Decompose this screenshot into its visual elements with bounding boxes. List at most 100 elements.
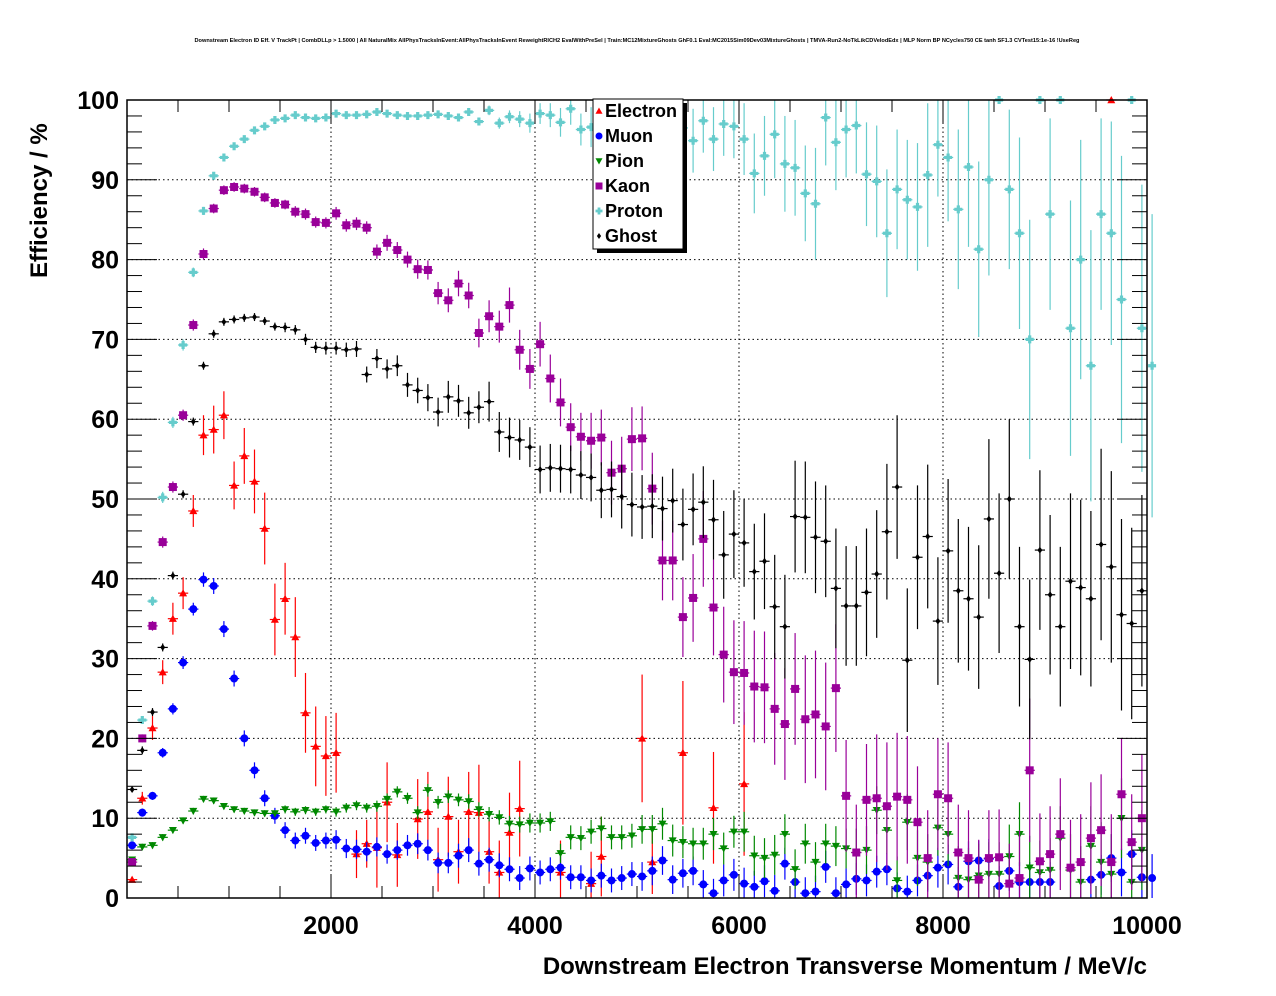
diamond-marker xyxy=(945,547,951,555)
square-marker xyxy=(260,193,269,202)
circle-marker xyxy=(811,887,820,896)
data-point xyxy=(127,833,138,842)
diamond-marker xyxy=(241,314,247,322)
square-marker xyxy=(148,621,157,630)
circle-marker xyxy=(148,791,157,800)
data-point xyxy=(178,409,189,421)
data-point xyxy=(616,464,627,529)
triangle-down-marker xyxy=(515,821,524,829)
square-marker xyxy=(893,792,902,801)
diamond-marker xyxy=(823,537,829,545)
data-point xyxy=(422,111,433,120)
data-point xyxy=(310,834,321,851)
diamond-marker xyxy=(741,539,747,547)
data-point xyxy=(453,384,464,417)
data-point xyxy=(371,800,382,812)
data-point xyxy=(779,814,790,855)
cross-marker xyxy=(301,113,310,122)
cross-marker xyxy=(291,111,300,120)
cross-marker xyxy=(138,716,147,725)
data-point xyxy=(779,574,790,679)
data-point xyxy=(361,110,372,119)
data-point xyxy=(637,674,648,803)
data-point xyxy=(178,817,189,825)
diamond-marker xyxy=(190,418,196,426)
legend-label: Proton xyxy=(605,201,663,221)
data-point xyxy=(841,100,852,178)
data-point xyxy=(249,762,260,779)
cross-marker xyxy=(791,163,800,172)
triangle-up-marker xyxy=(168,614,177,622)
triangle-down-marker xyxy=(576,834,585,843)
data-point xyxy=(810,147,821,260)
data-point xyxy=(565,825,576,850)
circle-marker xyxy=(719,876,728,885)
data-point xyxy=(555,378,566,427)
diamond-marker xyxy=(180,490,186,498)
triangle-down-marker xyxy=(495,814,504,822)
data-point xyxy=(728,620,739,725)
data-point xyxy=(484,381,495,422)
cross-marker xyxy=(393,111,402,120)
data-point xyxy=(973,545,984,689)
data-point xyxy=(524,348,535,389)
square-marker xyxy=(791,684,800,693)
cross-marker xyxy=(260,122,269,131)
data-point xyxy=(259,790,270,807)
triangle-down-marker xyxy=(546,818,555,826)
cross-marker xyxy=(1148,361,1157,370)
data-point xyxy=(198,206,209,215)
data-point xyxy=(902,736,913,864)
triangle-down-marker xyxy=(444,793,453,801)
diamond-marker xyxy=(1098,540,1104,548)
circle-marker xyxy=(556,863,565,872)
triangle-up-marker xyxy=(199,431,208,439)
square-marker xyxy=(301,210,310,219)
cross-marker xyxy=(434,110,443,119)
triangle-down-marker xyxy=(658,820,667,828)
data-point xyxy=(606,461,617,518)
cross-marker xyxy=(1066,324,1075,333)
triangle-up-marker xyxy=(148,724,157,732)
data-point xyxy=(728,815,739,848)
cross-marker xyxy=(495,119,504,128)
circle-marker xyxy=(566,873,575,882)
square-marker xyxy=(964,854,973,863)
triangle-down-marker xyxy=(505,820,514,828)
data-point xyxy=(412,377,423,404)
diamond-marker xyxy=(874,570,880,578)
triangle-down-marker xyxy=(668,837,677,845)
data-point xyxy=(208,171,219,180)
data-point xyxy=(157,536,168,548)
square-marker xyxy=(158,538,167,547)
cross-marker xyxy=(780,159,789,168)
data-point xyxy=(1096,448,1107,641)
data-point xyxy=(1034,813,1045,898)
circle-marker xyxy=(505,865,514,874)
square-marker xyxy=(546,374,555,383)
diamond-marker xyxy=(517,436,523,444)
data-point xyxy=(779,847,790,880)
data-point xyxy=(382,793,393,805)
cross-marker xyxy=(964,163,973,172)
diamond-marker xyxy=(343,346,349,354)
data-point xyxy=(861,528,872,657)
data-point xyxy=(759,513,770,610)
data-point xyxy=(545,103,556,128)
triangle-down-marker xyxy=(168,826,177,835)
data-point xyxy=(331,206,342,220)
diamond-marker xyxy=(568,465,574,473)
triangle-down-marker xyxy=(372,803,381,811)
triangle-down-marker xyxy=(729,828,738,836)
y-tick-label: 40 xyxy=(91,566,119,594)
circle-marker xyxy=(546,865,555,874)
data-point xyxy=(249,809,260,817)
circle-marker xyxy=(311,838,320,847)
data-point xyxy=(759,838,770,879)
cross-marker xyxy=(893,185,902,194)
data-point xyxy=(616,825,627,850)
data-point xyxy=(422,384,433,412)
circle-marker xyxy=(179,658,188,667)
data-point xyxy=(871,734,882,863)
